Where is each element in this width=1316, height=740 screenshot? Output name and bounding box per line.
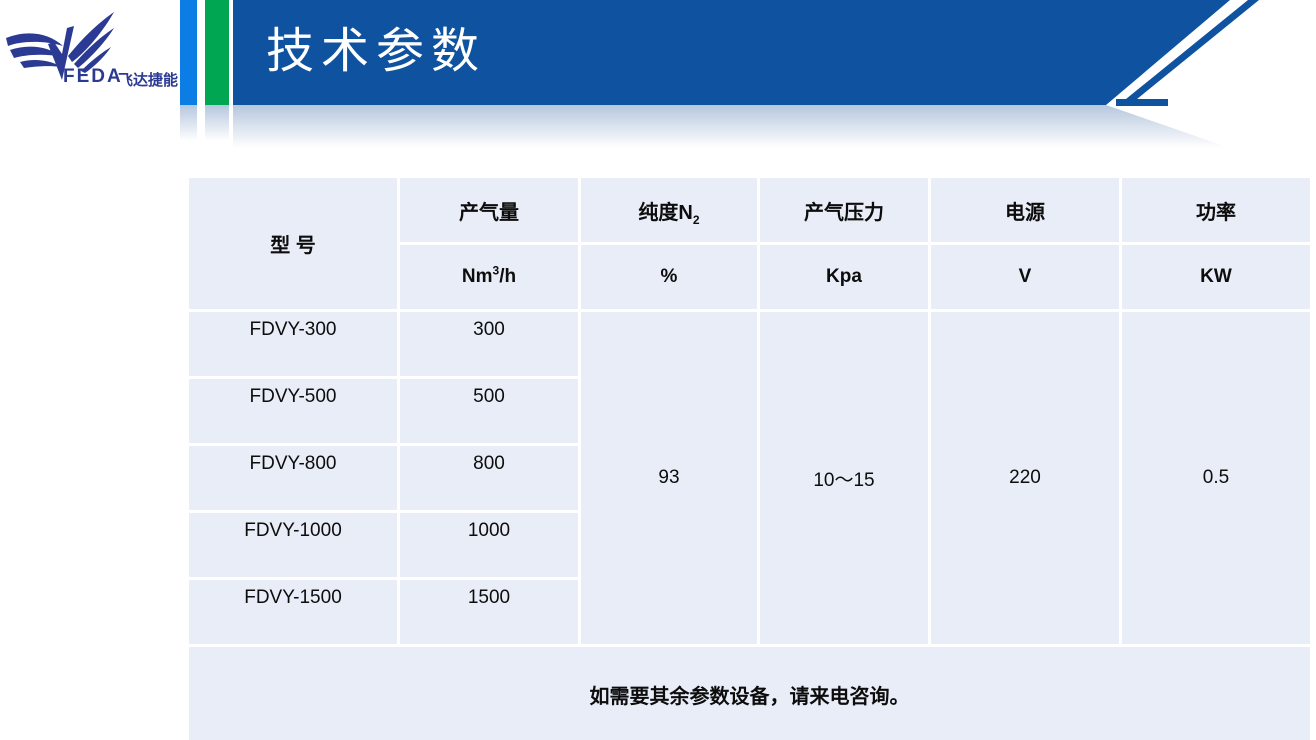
capacity-cell: 300: [400, 312, 578, 376]
model-cell: FDVY-1500: [189, 580, 397, 644]
capacity-cell: 1000: [400, 513, 578, 577]
footer-row: 如需要其余参数设备，请来电咨询。: [189, 647, 1310, 740]
col-header-capacity: 产气量: [400, 178, 578, 242]
col-header-power: 功率: [1122, 178, 1310, 242]
table-row: FDVY-800 800: [189, 446, 1310, 510]
capacity-cell: 1500: [400, 580, 578, 644]
col-header-pressure: 产气压力: [760, 178, 928, 242]
model-cell: FDVY-800: [189, 446, 397, 510]
title-banner: [233, 0, 1230, 105]
capacity-unit-superscript: 3: [492, 263, 500, 278]
table-row: FDVY-300 300 93 10～15 220 0.5: [189, 312, 1310, 644]
col-header-voltage: 电源: [931, 178, 1119, 242]
green-bar-reflection: [205, 105, 229, 141]
spec-table: 型 号 产气量 纯度N2 产气压力 电源 功率 Nm3/h % Kpa V KW…: [186, 175, 1313, 740]
purity-label-subscript: 2: [692, 212, 700, 227]
header-row-units: Nm3/h % Kpa V KW: [189, 245, 1310, 309]
footer-note: 如需要其余参数设备，请来电咨询。: [189, 647, 1310, 740]
banner-slash-decoration: [1116, 0, 1259, 106]
unit-power: KW: [1122, 245, 1310, 309]
spec-table-container: 型 号 产气量 纯度N2 产气压力 电源 功率 Nm3/h % Kpa V KW…: [186, 175, 1313, 740]
blue-bar-reflection: [180, 105, 197, 141]
table-row: FDVY-1000 1000: [189, 513, 1310, 577]
company-logo: FEDA 飞达捷能: [6, 10, 184, 102]
capacity-cell: 500: [400, 379, 578, 443]
header-row-labels: 型 号 产气量 纯度N2 产气压力 电源 功率: [189, 178, 1310, 309]
table-row: FDVY-1500 1500: [189, 580, 1310, 644]
power-value-cell: 0.5: [1122, 312, 1310, 644]
model-cell: FDVY-1000: [189, 513, 397, 577]
capacity-cell: 800: [400, 446, 578, 510]
accent-bar-blue: [180, 0, 197, 105]
capacity-unit-base: Nm: [461, 266, 493, 287]
pressure-value-cell: 10～15: [760, 312, 928, 644]
purity-value-cell: 93: [581, 312, 757, 644]
col-header-purity: 纯度N2: [581, 178, 757, 242]
accent-bar-green: [205, 0, 229, 105]
purity-label-base: 纯度N: [638, 201, 693, 224]
unit-pressure: Kpa: [760, 245, 928, 309]
unit-purity: %: [581, 245, 757, 309]
banner-reflection: [233, 105, 1230, 148]
logo-brand-text: FEDA: [63, 66, 123, 87]
wings-icon: [6, 12, 114, 80]
voltage-value-cell: 220: [931, 312, 1119, 644]
logo-company-text: 飞达捷能: [118, 72, 179, 89]
col-header-model: 型 号: [189, 178, 397, 309]
table-row: FDVY-500 500: [189, 379, 1310, 443]
capacity-unit-rest: /h: [499, 266, 517, 287]
model-cell: FDVY-500: [189, 379, 397, 443]
model-cell: FDVY-300: [189, 312, 397, 376]
page-title: 技术参数: [266, 25, 487, 78]
unit-capacity: Nm3/h: [400, 245, 578, 309]
unit-voltage: V: [931, 245, 1119, 309]
